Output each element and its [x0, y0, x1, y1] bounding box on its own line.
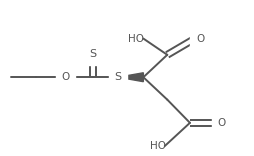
- Text: HO: HO: [150, 141, 166, 151]
- Text: O: O: [61, 72, 69, 82]
- Polygon shape: [118, 73, 143, 82]
- Text: S: S: [115, 72, 122, 82]
- Text: O: O: [217, 118, 226, 128]
- Text: S: S: [89, 49, 97, 59]
- Text: HO: HO: [128, 34, 144, 44]
- Text: O: O: [196, 34, 204, 44]
